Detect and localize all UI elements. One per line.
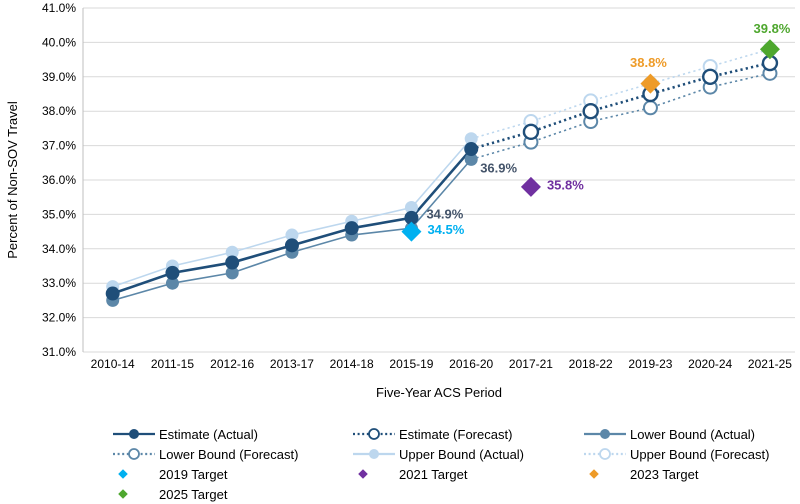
target-diamond-2023-target [640,73,661,94]
y-tick-label: 38.0% [42,104,76,118]
data-point-estimate-actual- [105,286,120,301]
legend-item-lower-bound-forecast-: Lower Bound (Forecast) [112,444,298,464]
dotted-line-marker-icon [113,448,155,460]
x-tick-label: 2017-21 [509,357,553,371]
chart-legend: Estimate (Actual) Lower Bound (Forecast) 2… [0,417,800,503]
solid-line-marker-icon [353,449,395,459]
y-tick-label: 35.0% [42,207,76,221]
target-diamond-2019-target [401,221,422,242]
y-tick-label: 37.0% [42,139,76,153]
target-diamond-2021-target [520,176,541,197]
x-tick-label: 2013-17 [270,357,314,371]
legend-label: 2021 Target [399,466,468,482]
y-tick-label: 31.0% [42,345,76,359]
data-point-estimate-actual- [165,265,180,280]
legend-item-estimate-forecast-: Estimate (Forecast) [352,424,524,444]
legend-column-1: Estimate (Actual) Lower Bound (Forecast) 2… [112,424,298,504]
series-line-estimate-forecast- [470,61,771,151]
data-point-upper-bound-actual- [285,228,299,242]
y-tick-label: 39.0% [42,70,76,84]
data-label: 39.8% [754,21,791,36]
y-tick-label: 34.0% [42,242,76,256]
legend-label: Estimate (Actual) [159,426,258,442]
x-tick-label: 2010-14 [91,357,135,371]
legend-item-2021-target: 2021 Target [352,464,524,484]
legend-item-upper-bound-forecast-: Upper Bound (Forecast) [583,444,769,464]
diamond-icon [118,489,128,499]
data-point-upper-bound-actual- [225,245,239,259]
data-point-upper-bound-actual- [404,201,418,215]
series-line-lower-bound-forecast- [470,72,771,161]
data-label: 34.5% [427,222,464,237]
x-tick-label: 2014-18 [330,357,374,371]
x-tick-label: 2019-23 [628,357,672,371]
y-tick-label: 32.0% [42,311,76,325]
data-label: 35.8% [547,177,584,192]
x-tick-label: 2018-22 [569,357,613,371]
legend-item-lower-bound-actual-: Lower Bound (Actual) [583,424,769,444]
data-point-estimate-actual- [225,255,240,270]
legend-label: 2025 Target [159,486,228,502]
y-tick-label: 40.0% [42,35,76,49]
data-point-estimate-forecast- [702,68,719,86]
dotted-line-marker-icon [353,428,395,440]
chart-plot: 31.0% 32.0% 33.0% 34.0% 35.0% 36.0% 37.0% 38.0%… [5,1,795,400]
diamond-icon [358,469,368,479]
data-label: 34.9% [426,206,463,221]
x-axis-title: Five-Year ACS Period [376,385,502,400]
x-tick-label: 2020-24 [688,357,732,371]
legend-label: Upper Bound (Actual) [399,446,525,462]
legend-item-2019-target: 2019 Target [112,464,298,484]
legend-label: Estimate (Forecast) [399,426,513,442]
data-point-upper-bound-actual- [464,132,478,146]
solid-line-marker-icon [584,429,626,439]
legend-label: Lower Bound (Forecast) [159,446,299,462]
legend-item-2025-target: 2025 Target [112,484,298,504]
legend-column-3: Lower Bound (Actual) Upper Bound (Forecas… [583,424,769,484]
target-diamond-2025-target [759,39,780,60]
data-point-estimate-forecast- [522,123,540,141]
x-tick-label: 2015-19 [389,357,433,371]
data-point-estimate-actual- [344,221,359,236]
y-axis-title: Percent of Non-SOV Travel [5,101,20,259]
data-point-lower-bound-actual- [464,152,478,166]
data-point-lower-bound-actual- [165,276,179,290]
x-tick-label: 2016-20 [449,357,493,371]
x-tick-label: 2012-16 [210,357,254,371]
data-point-estimate-actual- [284,238,299,253]
series-line-upper-bound-forecast- [470,48,771,140]
legend-label: Upper Bound (Forecast) [630,446,770,462]
legend-label: Lower Bound (Actual) [630,426,756,442]
legend-column-2: Estimate (Forecast) Upper Bound (Actual) 2… [352,424,524,484]
diamond-icon [589,469,599,479]
legend-label: 2019 Target [159,466,228,482]
data-point-estimate-actual- [464,142,479,157]
data-label: 38.8% [630,55,667,70]
x-tick-label: 2021-25 [748,357,792,371]
x-tick-label: 2011-15 [151,357,194,371]
legend-item-upper-bound-actual-: Upper Bound (Actual) [352,444,524,464]
data-point-estimate-actual- [404,210,419,225]
y-tick-label: 33.0% [42,276,76,290]
legend-item-estimate-actual-: Estimate (Actual) [112,424,298,444]
data-point-estimate-forecast- [582,102,599,120]
diamond-icon [118,469,128,479]
nonsov-travel-chart: 31.0% 32.0% 33.0% 34.0% 35.0% 36.0% 37.0% 38.0%… [5,1,795,400]
dotted-line-marker-icon [584,448,626,460]
legend-item-2023-target: 2023 Target [583,464,769,484]
data-point-lower-bound-forecast- [642,100,658,116]
solid-line-marker-icon [113,429,155,439]
data-point-lower-bound-actual- [225,266,239,280]
legend-label: 2023 Target [630,466,699,482]
data-label: 36.9% [480,161,517,176]
y-tick-label: 36.0% [42,173,76,187]
y-tick-label: 41.0% [42,1,76,15]
